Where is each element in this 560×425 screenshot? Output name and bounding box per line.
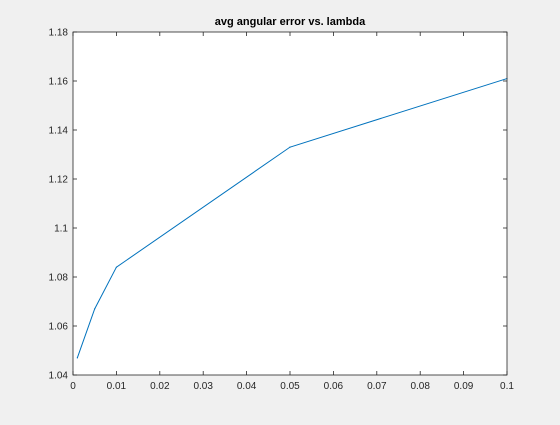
x-tick-label: 0.08 xyxy=(410,381,430,392)
data-point xyxy=(115,266,117,268)
y-tick-label: 1.06 xyxy=(49,322,69,333)
y-tick-label: 1.1 xyxy=(54,224,68,235)
data-point xyxy=(289,146,291,148)
x-tick-label: 0.09 xyxy=(454,381,474,392)
y-tick-label: 1.08 xyxy=(49,273,69,284)
axes-box xyxy=(72,31,508,376)
plot-area xyxy=(73,32,507,375)
x-tick-label: 0.01 xyxy=(107,381,127,392)
data-point xyxy=(76,357,78,359)
x-tick-label: 0.06 xyxy=(324,381,344,392)
x-tick-label: 0 xyxy=(70,381,76,392)
x-tick-label: 0.03 xyxy=(193,381,213,392)
y-tick-label: 1.14 xyxy=(49,126,69,137)
y-tick-label: 1.18 xyxy=(49,28,69,39)
x-tick-label: 0.07 xyxy=(367,381,387,392)
x-tick-label: 0.04 xyxy=(237,381,257,392)
y-tick-label: 1.16 xyxy=(49,77,69,88)
x-tick-label: 0.1 xyxy=(500,381,514,392)
y-tick-label: 1.04 xyxy=(49,371,69,382)
y-tick-label: 1.12 xyxy=(49,175,69,186)
x-tick-label: 0.02 xyxy=(150,381,170,392)
chart-title: avg angular error vs. lambda xyxy=(215,16,366,28)
axis-ticks: 0 0.01 0.02 0.03 0.04 0.05 0.06 0.07 0.08 0.09 0.1… xyxy=(49,28,515,393)
data-point xyxy=(94,308,96,310)
x-tick-label: 0.05 xyxy=(280,381,300,392)
